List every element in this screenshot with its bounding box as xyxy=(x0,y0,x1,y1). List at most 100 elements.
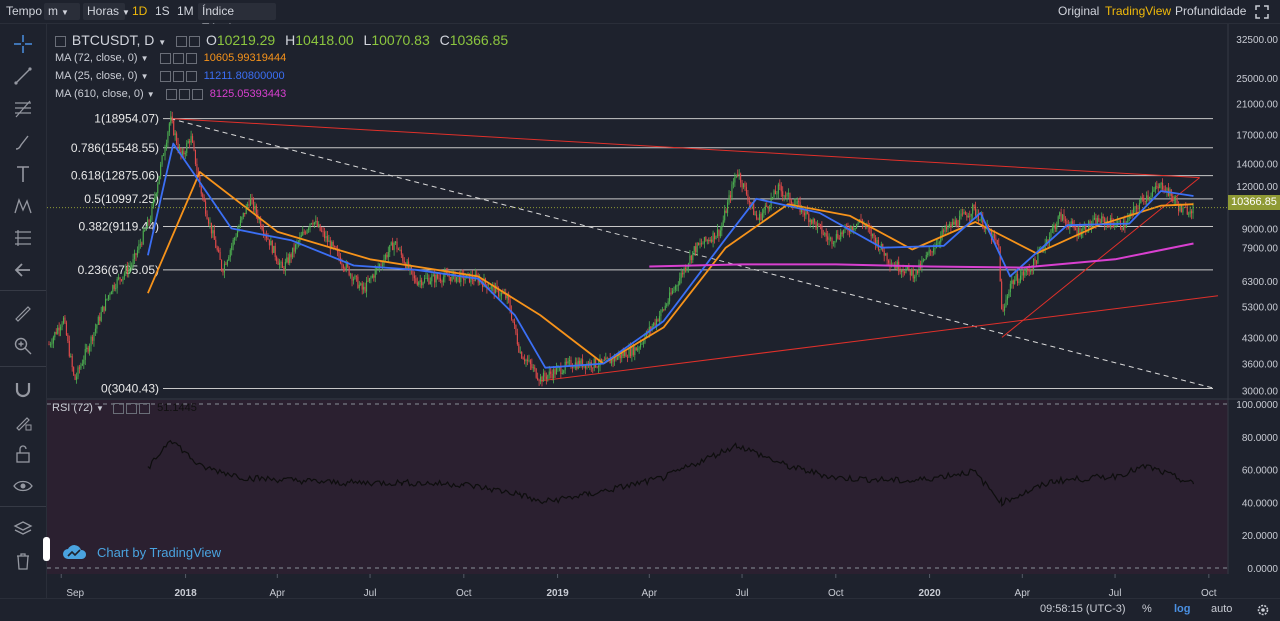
candle xyxy=(384,253,386,263)
candle xyxy=(943,228,945,235)
close-icon[interactable] xyxy=(191,88,203,100)
candle xyxy=(606,356,608,360)
ma25-legend[interactable]: MA (25, close, 0) ▼ 11211.80800000 xyxy=(55,70,285,82)
text-icon[interactable] xyxy=(13,164,33,184)
candle xyxy=(402,253,404,263)
candle xyxy=(737,169,739,178)
candle xyxy=(196,158,198,176)
chevron-down-icon: ▼ xyxy=(122,8,130,17)
percent-scale-button[interactable]: % xyxy=(1142,603,1152,615)
settings-icon[interactable] xyxy=(176,35,188,47)
hours-dropdown[interactable]: Horas ▼ xyxy=(83,3,130,20)
view-tradingview-button[interactable]: TradingView xyxy=(1105,4,1172,18)
candle xyxy=(187,138,189,144)
zoom-in-icon[interactable] xyxy=(13,336,33,356)
view-original-button[interactable]: Original xyxy=(1058,4,1100,18)
candle xyxy=(754,211,756,216)
candle xyxy=(705,236,707,242)
settings-icon[interactable] xyxy=(113,402,125,414)
candle xyxy=(316,217,318,228)
auto-scale-button[interactable]: auto xyxy=(1211,603,1233,615)
candle xyxy=(118,273,120,281)
ruler-icon[interactable] xyxy=(13,304,33,324)
candle xyxy=(783,195,785,202)
settings-icon[interactable] xyxy=(159,52,171,64)
candle xyxy=(134,249,136,265)
pattern-icon[interactable] xyxy=(13,196,33,216)
chevron-down-icon[interactable]: ▼ xyxy=(96,404,104,413)
candle xyxy=(1091,220,1093,233)
eye-icon[interactable] xyxy=(13,476,33,496)
interval-dropdown[interactable]: m ▼ xyxy=(44,3,80,20)
ma25-line[interactable] xyxy=(147,142,1194,369)
tradingview-watermark[interactable]: Chart by TradingView xyxy=(62,543,221,561)
candle xyxy=(1022,269,1024,281)
candle xyxy=(508,291,510,304)
prediction-icon[interactable] xyxy=(13,228,33,248)
candle xyxy=(883,248,885,262)
toolbar-divider xyxy=(0,366,46,367)
log-scale-button[interactable]: log xyxy=(1174,603,1191,615)
close-icon[interactable] xyxy=(185,70,197,82)
price-chart[interactable]: 1(18954.07) 0.786(15548.55) 0.618(12875.06… xyxy=(47,24,1280,598)
rsi-line[interactable] xyxy=(147,439,1195,507)
candle xyxy=(670,288,672,296)
lock-drawing-icon[interactable] xyxy=(13,412,33,432)
arrow-left-icon[interactable] xyxy=(13,260,33,280)
candle xyxy=(373,273,375,282)
ma72-line[interactable] xyxy=(147,171,1194,365)
hide-icon[interactable] xyxy=(172,52,184,64)
rsi-pane[interactable] xyxy=(47,400,1228,574)
brush-icon[interactable] xyxy=(13,132,33,152)
interval-1m-button[interactable]: 1M xyxy=(177,4,194,18)
gear-icon[interactable] xyxy=(1256,603,1270,617)
chevron-down-icon[interactable]: ▼ xyxy=(146,90,155,99)
candle xyxy=(176,131,178,146)
fib-retracement-icon[interactable] xyxy=(13,99,33,119)
candle xyxy=(602,359,604,362)
indicators-button[interactable]: Índice Técnico xyxy=(198,3,276,35)
resistance-trendline[interactable] xyxy=(170,118,1200,179)
interval-1s-button[interactable]: 1S xyxy=(155,4,170,18)
candle xyxy=(695,242,697,257)
chevron-down-icon[interactable]: ▼ xyxy=(140,72,149,81)
ma72-legend[interactable]: MA (72, close, 0) ▼ 10605.99319444 xyxy=(55,52,286,64)
trash-icon[interactable] xyxy=(13,551,33,571)
hide-icon[interactable] xyxy=(178,88,190,100)
magnet-icon[interactable] xyxy=(13,379,33,399)
chevron-down-icon[interactable]: ▼ xyxy=(140,54,149,63)
hide-icon[interactable] xyxy=(189,35,201,47)
close-icon[interactable] xyxy=(139,402,151,414)
ma610-line[interactable] xyxy=(649,242,1194,269)
candle xyxy=(1062,213,1064,222)
rsi-legend[interactable]: RSI (72) ▼ 51.1445 xyxy=(52,402,197,414)
hide-icon[interactable] xyxy=(126,402,138,414)
fullscreen-icon[interactable] xyxy=(1254,4,1270,20)
interval-1d-button[interactable]: 1D xyxy=(132,4,148,18)
hide-icon[interactable] xyxy=(172,70,184,82)
price-pane[interactable]: 1(18954.07) 0.786(15548.55) 0.618(12875.06… xyxy=(47,24,1228,398)
settings-icon[interactable] xyxy=(165,88,177,100)
candle xyxy=(1018,278,1020,286)
unlock-icon[interactable] xyxy=(13,444,33,464)
candle xyxy=(774,185,776,195)
support-trendline[interactable] xyxy=(540,295,1219,382)
view-depth-button[interactable]: Profundidade xyxy=(1175,4,1247,18)
candle xyxy=(192,133,194,144)
steep-support-trendline[interactable] xyxy=(1001,177,1200,338)
candle xyxy=(322,226,324,237)
chevron-down-icon[interactable]: ▼ xyxy=(158,38,167,47)
layers-icon[interactable] xyxy=(13,519,33,539)
trend-line-icon[interactable] xyxy=(13,66,33,86)
symbol-name[interactable]: BTCUSDT, D xyxy=(71,32,155,48)
close-icon[interactable] xyxy=(185,52,197,64)
scroll-handle[interactable] xyxy=(43,537,50,561)
candle xyxy=(271,239,273,255)
candle xyxy=(292,247,294,260)
ma610-legend[interactable]: MA (610, close, 0) ▼ 8125.05393443 xyxy=(55,88,286,100)
candle xyxy=(819,223,821,230)
candle xyxy=(951,218,953,228)
settings-icon[interactable] xyxy=(159,70,171,82)
crosshair-icon[interactable] xyxy=(13,34,33,54)
candle xyxy=(205,198,207,217)
